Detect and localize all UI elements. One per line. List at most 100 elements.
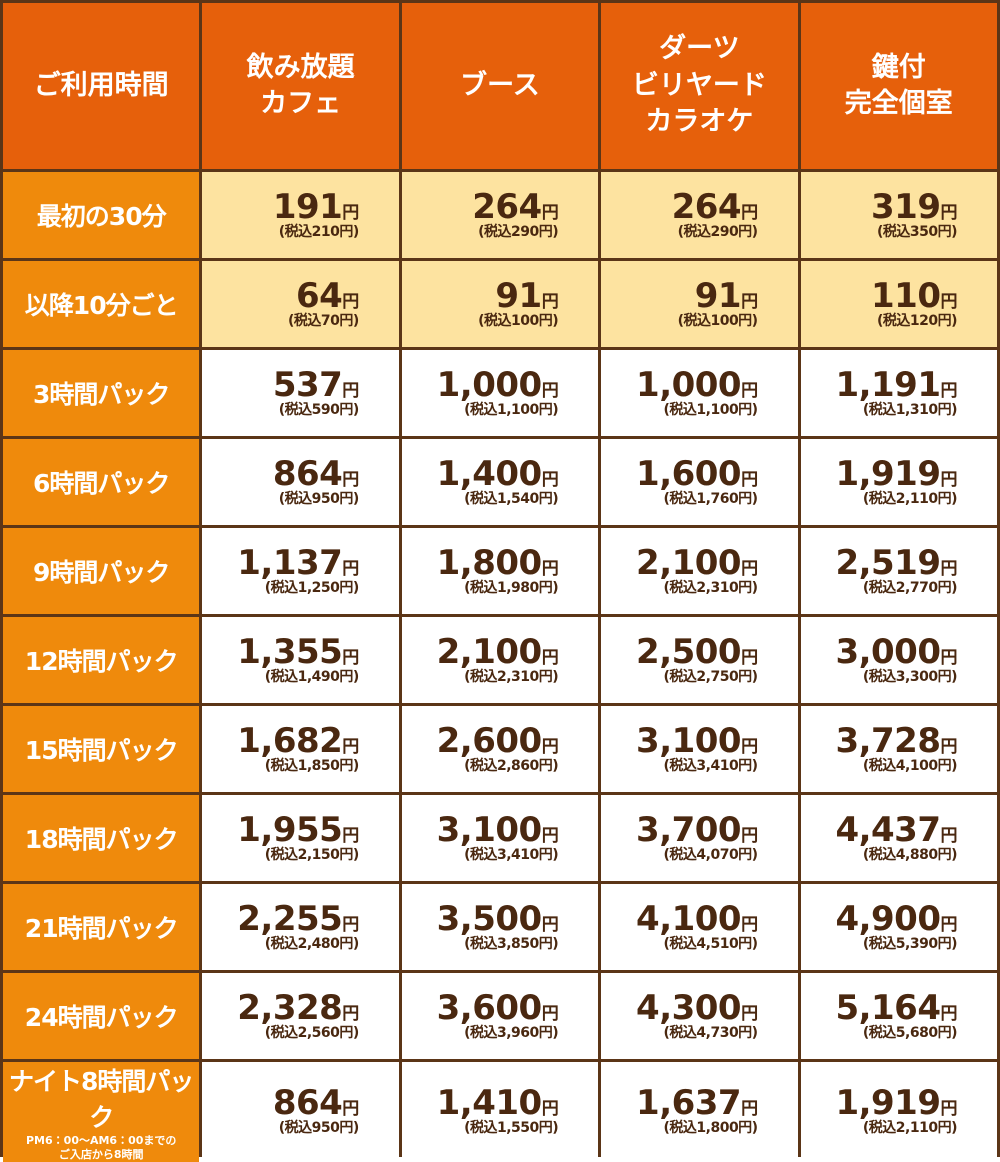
row-label: ナイト8時間パック PM6：00～AM6：00までの ご入店から8時間 bbox=[3, 1062, 200, 1162]
price: 3,000 bbox=[835, 631, 941, 672]
price-line: 4,900円 bbox=[835, 902, 957, 936]
tax-included: (税込4,880円) bbox=[862, 846, 958, 863]
price-unit: 円 bbox=[940, 469, 957, 490]
tax-included: (税込3,850円) bbox=[464, 935, 559, 952]
tax-included: (税込950円) bbox=[278, 490, 360, 507]
price-cell: 3,500円 (税込3,850円) bbox=[401, 884, 599, 970]
price-cell: 4,300円 (税込4,730円) bbox=[601, 973, 798, 1059]
price: 2,328 bbox=[237, 987, 343, 1028]
price-line: 864円 bbox=[273, 1086, 359, 1120]
price-line: 3,728円 bbox=[835, 724, 957, 758]
price-unit: 円 bbox=[741, 558, 758, 579]
price: 1,191 bbox=[835, 364, 941, 405]
price-cell: 1,410円 (税込1,550円) bbox=[401, 1062, 599, 1162]
tax-included: (税込2,110円) bbox=[862, 1120, 958, 1137]
price-cell: 1,355円 (税込1,490円) bbox=[202, 617, 399, 703]
row-label-text: 以降10分ごと bbox=[24, 291, 179, 320]
price-unit: 円 bbox=[940, 202, 957, 223]
price-unit: 円 bbox=[342, 825, 359, 846]
price-unit: 円 bbox=[541, 736, 559, 757]
price-cell: 3,000円 (税込3,300円) bbox=[800, 617, 997, 703]
row-label: 18時間パック bbox=[3, 795, 200, 881]
price: 1,919 bbox=[835, 453, 941, 494]
price: 1,800 bbox=[436, 542, 543, 583]
price-line: 1,955円 bbox=[237, 813, 359, 847]
header-cell: ダーツ ビリヤード カラオケ bbox=[601, 3, 798, 169]
price-cell: 4,100円 (税込4,510円) bbox=[601, 884, 798, 970]
price: 1,137 bbox=[237, 542, 343, 583]
row-label: 以降10分ごと bbox=[3, 261, 200, 347]
price-unit: 円 bbox=[541, 291, 559, 312]
price-line: 1,000円 bbox=[636, 368, 758, 402]
price-cell: 1,137円 (税込1,250円) bbox=[202, 528, 399, 614]
price-cell: 3,700円 (税込4,070円) bbox=[601, 795, 798, 881]
price-cell: 2,328円 (税込2,560円) bbox=[202, 973, 399, 1059]
row-label-text: 最初の30分 bbox=[36, 202, 167, 231]
price-line: 2,100円 bbox=[437, 635, 559, 669]
tax-included: (税込290円) bbox=[677, 223, 759, 240]
price-cell: 1,919円 (税込2,110円) bbox=[800, 1062, 997, 1162]
price: 4,437 bbox=[835, 809, 941, 850]
price-unit: 円 bbox=[342, 202, 359, 223]
row-label-text: 12時間パック bbox=[24, 647, 179, 676]
price-cell: 2,600円 (税込2,860円) bbox=[401, 706, 599, 792]
price: 264 bbox=[472, 186, 542, 227]
price-unit: 円 bbox=[741, 1003, 758, 1024]
price-line: 1,400円 bbox=[437, 457, 559, 491]
price: 319 bbox=[871, 186, 941, 227]
price-line: 864円 bbox=[273, 457, 359, 491]
price-line: 2,500円 bbox=[636, 635, 758, 669]
price-cell: 1,000円 (税込1,100円) bbox=[401, 350, 599, 436]
price: 1,400 bbox=[436, 453, 543, 494]
price: 4,100 bbox=[636, 898, 742, 939]
price: 1,600 bbox=[636, 453, 742, 494]
price-cell: 1,919円 (税込2,110円) bbox=[800, 439, 997, 525]
price: 1,355 bbox=[237, 631, 343, 672]
price-unit: 円 bbox=[940, 380, 957, 401]
price-line: 1,191円 bbox=[835, 368, 957, 402]
price: 2,255 bbox=[237, 898, 343, 939]
price: 1,410 bbox=[436, 1083, 543, 1124]
price: 110 bbox=[871, 275, 941, 316]
tax-included: (税込4,730円) bbox=[663, 1024, 759, 1041]
price-cell: 1,191円 (税込1,310円) bbox=[800, 350, 997, 436]
price-unit: 円 bbox=[541, 558, 559, 579]
header-line: カフェ bbox=[260, 88, 342, 119]
price-unit: 円 bbox=[741, 914, 758, 935]
price-line: 1,000円 bbox=[437, 368, 559, 402]
header-line: ブース bbox=[460, 69, 540, 101]
price-line: 1,355円 bbox=[237, 635, 359, 669]
price: 864 bbox=[272, 1083, 343, 1124]
tax-included: (税込3,960円) bbox=[464, 1024, 559, 1041]
price: 2,519 bbox=[835, 542, 941, 583]
price-cell: 3,728円 (税込4,100円) bbox=[800, 706, 997, 792]
tax-included: (税込2,750円) bbox=[663, 668, 759, 685]
price-line: 3,000円 bbox=[835, 635, 957, 669]
tax-included: (税込2,480円) bbox=[264, 935, 360, 952]
tax-included: (税込1,490円) bbox=[264, 668, 360, 685]
price-line: 1,137円 bbox=[237, 546, 359, 580]
price: 2,600 bbox=[436, 720, 543, 761]
price-cell: 2,100円 (税込2,310円) bbox=[601, 528, 798, 614]
price: 1,000 bbox=[436, 364, 543, 405]
price-line: 1,600円 bbox=[636, 457, 758, 491]
price-unit: 円 bbox=[940, 291, 957, 312]
tax-included: (税込2,310円) bbox=[663, 579, 759, 596]
price: 264 bbox=[671, 186, 742, 227]
row-label: 9時間パック bbox=[3, 528, 200, 614]
row-label-text: 15時間パック bbox=[24, 736, 179, 765]
price-cell: 1,637円 (税込1,800円) bbox=[601, 1062, 798, 1162]
price-unit: 円 bbox=[940, 1099, 957, 1120]
tax-included: (税込2,860円) bbox=[464, 757, 559, 774]
price-unit: 円 bbox=[741, 825, 758, 846]
price: 3,500 bbox=[436, 898, 543, 939]
header-cell: ブース bbox=[401, 3, 599, 169]
tax-included: (税込210円) bbox=[278, 223, 360, 240]
price-unit: 円 bbox=[342, 914, 359, 935]
price-cell: 4,437円 (税込4,880円) bbox=[800, 795, 997, 881]
price-unit: 円 bbox=[541, 380, 559, 401]
price-cell: 64円 (税込70円) bbox=[202, 261, 399, 347]
tax-included: (税込5,680円) bbox=[862, 1024, 958, 1041]
price-unit: 円 bbox=[541, 469, 559, 490]
